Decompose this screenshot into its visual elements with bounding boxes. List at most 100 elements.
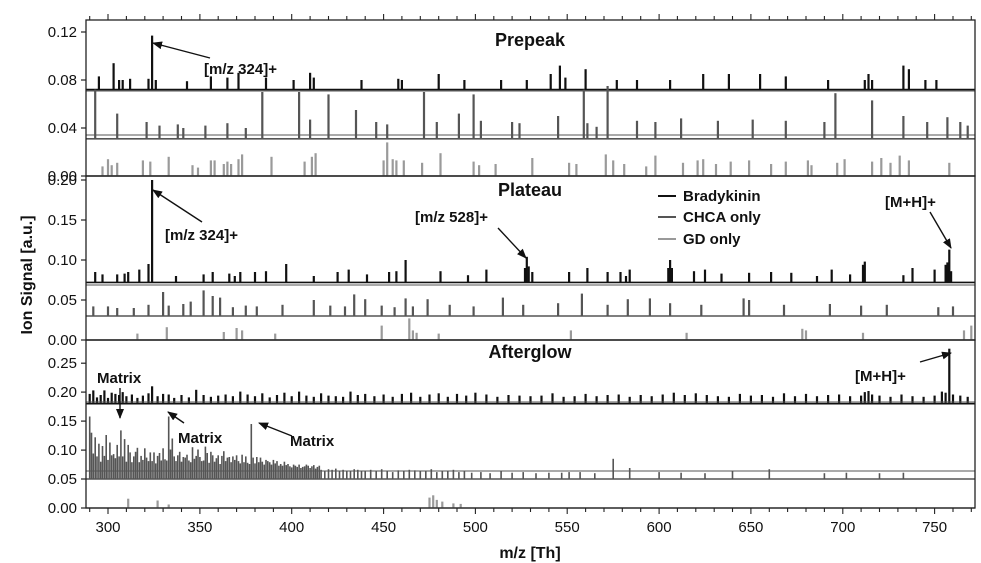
annotation-arrow-afterglow-mh (919, 351, 952, 363)
bar-plateau-chca-only (828, 304, 831, 316)
bar-afterglow-chca-only (162, 448, 164, 479)
bar-afterglow-chca-only (425, 470, 427, 479)
bar-afterglow-bradykinin (683, 395, 686, 404)
panel-title-afterglow: Afterglow (489, 342, 573, 362)
bar-afterglow-chca-only (256, 457, 258, 479)
bar-afterglow-bradykinin (793, 396, 797, 404)
y-tick-label-plateau: 0.20 (48, 172, 77, 189)
bar-prepeak-chca-only (966, 125, 969, 139)
bar-afterglow-chca-only (127, 444, 129, 480)
bar-plateau-bradykinin (624, 276, 628, 283)
bar-afterglow-bradykinin (217, 395, 220, 404)
bar-afterglow-bradykinin (141, 395, 144, 404)
bar-prepeak-chca-only (244, 128, 247, 139)
bar-plateau-bradykinin (233, 276, 236, 283)
bar-afterglow-bradykinin (518, 395, 521, 404)
bar-afterglow-chca-only (140, 455, 142, 480)
bar-afterglow-chca-only (153, 452, 155, 479)
bar-afterglow-bradykinin (849, 396, 852, 404)
bar-prepeak-bradykinin (237, 72, 240, 90)
bar-afterglow-bradykinin (617, 394, 620, 404)
y-tick-label-plateau: 0.00 (48, 332, 77, 349)
bar-prepeak-gd-only (531, 158, 534, 176)
bar-afterglow-chca-only (535, 473, 537, 479)
x-tick-label: 500 (463, 519, 488, 536)
bar-afterglow-chca-only (324, 470, 326, 479)
x-tick-label: 300 (95, 519, 120, 536)
bar-prepeak-gd-only (167, 156, 170, 176)
bar-afterglow-chca-only (845, 472, 848, 480)
bar-prepeak-bradykinin (112, 63, 115, 90)
bar-afterglow-chca-only (335, 468, 337, 479)
bar-afterglow-chca-only (436, 472, 438, 480)
bar-afterglow-bradykinin (661, 394, 664, 404)
x-tick-label: 750 (922, 519, 947, 536)
panel-frame-afterglow (85, 339, 976, 509)
bar-prepeak-chca-only (635, 120, 639, 139)
bar-afterglow-chca-only (452, 469, 455, 480)
bar-afterglow-chca-only (252, 457, 254, 479)
bar-afterglow-chca-only (223, 451, 225, 479)
bar-prepeak-gd-only (237, 159, 240, 176)
bar-plateau-chca-only (860, 305, 863, 316)
bar-afterglow-bradykinin (173, 397, 176, 404)
bar-plateau-chca-only (748, 300, 751, 316)
bar-prepeak-bradykinin (129, 78, 132, 90)
bar-prepeak-chca-only (479, 120, 482, 139)
bar-plateau-bradykinin (138, 269, 141, 283)
annotation-plateau-mh: [M+H]+ (885, 194, 936, 211)
annotation-arrow-plateau-528 (497, 227, 527, 259)
bar-plateau-bradykinin (239, 272, 242, 283)
bar-afterglow-gd-only (167, 504, 170, 508)
bar-afterglow-chca-only (151, 461, 153, 480)
bar-afterglow-chca-only (204, 446, 207, 479)
bar-plateau-bradykinin (388, 272, 391, 283)
bar-afterglow-bradykinin (167, 394, 170, 404)
bar-prepeak-gd-only (871, 161, 874, 176)
bar-afterglow-bradykinin (948, 348, 951, 404)
bar-afterglow-chca-only (121, 456, 124, 479)
bar-afterglow-chca-only (200, 461, 203, 480)
bar-afterglow-bradykinin (428, 394, 431, 404)
bar-afterglow-chca-only (397, 470, 400, 479)
bar-prepeak-gd-only (303, 161, 306, 176)
bar-prepeak-bradykinin (902, 65, 905, 90)
bar-plateau-bradykinin (568, 272, 571, 283)
bar-plateau-bradykinin (790, 272, 793, 283)
bar-afterglow-chca-only (500, 471, 502, 479)
bar-plateau-bradykinin (127, 272, 130, 283)
bar-afterglow-bradykinin (782, 393, 786, 404)
bar-prepeak-gd-only (681, 162, 685, 176)
bar-prepeak-bradykinin (312, 77, 315, 90)
bar-afterglow-chca-only (579, 472, 581, 480)
bar-prepeak-chca-only (557, 116, 560, 139)
bar-plateau-bradykinin (948, 249, 951, 283)
bar-afterglow-chca-only (158, 453, 161, 480)
bar-plateau-bradykinin (946, 262, 949, 283)
bar-afterglow-chca-only (219, 464, 221, 480)
bar-plateau-chca-only (106, 306, 110, 316)
bar-plateau-bradykinin (228, 273, 231, 283)
bar-plateau-bradykinin (692, 271, 696, 283)
bar-prepeak-gd-only (310, 156, 313, 176)
bar-afterglow-chca-only (226, 457, 229, 479)
bar-prepeak-chca-only (518, 123, 521, 139)
bar-afterglow-chca-only (156, 455, 159, 480)
y-tick-label-plateau: 0.10 (48, 252, 77, 269)
bar-afterglow-bradykinin (110, 392, 113, 404)
bar-afterglow-bradykinin (195, 389, 198, 404)
bar-afterglow-chca-only (414, 470, 416, 479)
bar-plateau-chca-only (132, 308, 135, 316)
annotation-prepeak-mz324: [m/z 324]+ (204, 61, 277, 78)
bar-afterglow-bradykinin (364, 393, 367, 404)
bar-prepeak-chca-only (716, 120, 719, 139)
bar-afterglow-chca-only (217, 455, 219, 480)
bar-afterglow-chca-only (380, 469, 383, 479)
legend: Bradykinin CHCA only GD only (658, 188, 761, 248)
bar-plateau-gd-only (801, 328, 804, 340)
bar-afterglow-chca-only (307, 465, 309, 479)
bar-afterglow-chca-only (419, 471, 422, 479)
bar-afterglow-chca-only (902, 472, 905, 480)
y-tick-label-afterglow: 0.05 (48, 471, 77, 488)
bar-prepeak-bradykinin (759, 74, 762, 90)
